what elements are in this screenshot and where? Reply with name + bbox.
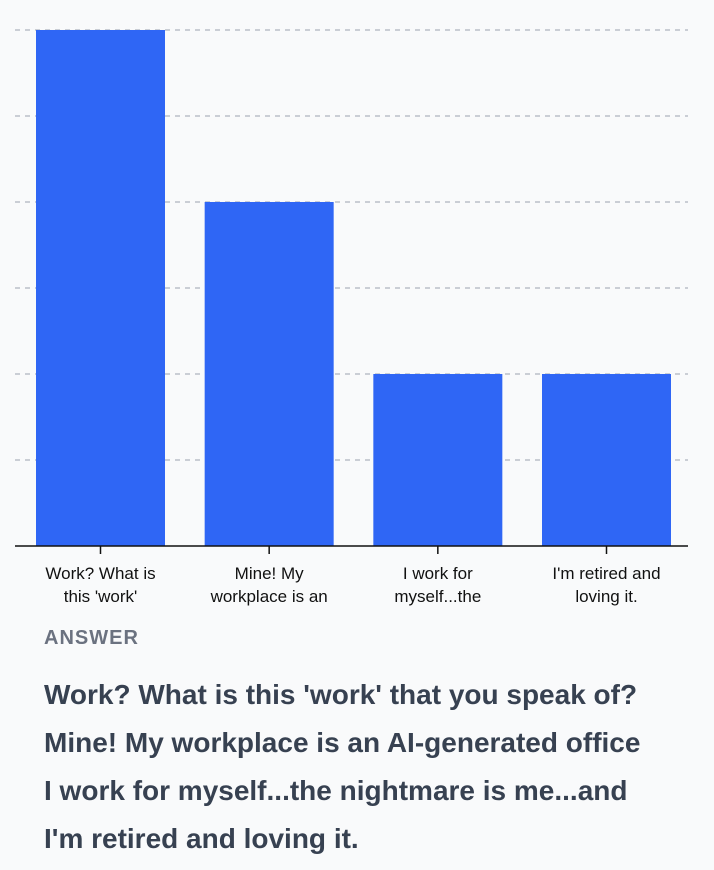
x-tick-label: Mine! My (235, 564, 304, 583)
x-tick-label: myself...the (394, 587, 481, 606)
x-tick-label: this 'work' (64, 587, 138, 606)
answer-item: I work for myself...the nightmare is me.… (44, 775, 628, 806)
x-tick-label: loving it. (575, 587, 637, 606)
x-tick-label: Work? What is (45, 564, 155, 583)
answer-item: I'm retired and loving it. (44, 823, 359, 854)
x-tick-label: I work for (403, 564, 473, 583)
bar (204, 202, 334, 546)
bar (542, 374, 671, 546)
answer-header: ANSWER (44, 627, 139, 649)
bar (36, 30, 165, 546)
bar (373, 374, 503, 546)
answer-item: Work? What is this 'work' that you speak… (44, 679, 638, 710)
answer-item: Mine! My workplace is an AI-generated of… (44, 727, 641, 758)
x-tick-label: I'm retired and (552, 564, 660, 583)
x-tick-label: workplace is an (210, 587, 328, 606)
answer-list: Work? What is this 'work' that you speak… (44, 676, 714, 868)
bar-chart: Work? What is this 'work' Mine! My workplac… (15, 29, 688, 606)
